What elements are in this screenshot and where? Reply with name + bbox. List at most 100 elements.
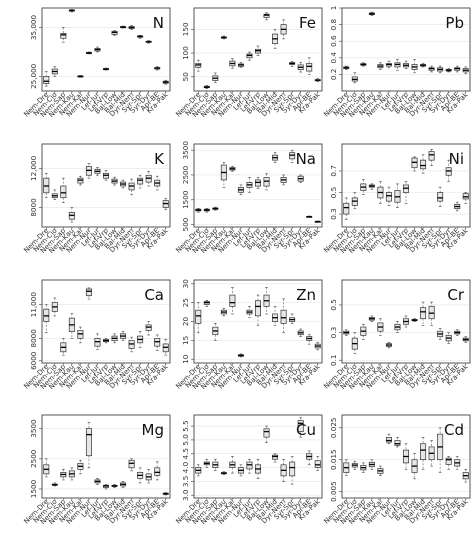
- box-ca-syr-dyr: [145, 321, 152, 336]
- box-cr-bal-low: [411, 318, 418, 322]
- box-na-nem-kal: [229, 165, 236, 172]
- box-na-nem-nur: [237, 184, 244, 196]
- panel-title: Ca: [144, 286, 164, 304]
- box-fe-nem-kau: [220, 35, 227, 40]
- y-tick-label: 2500: [29, 449, 38, 468]
- iqr-box: [428, 151, 435, 161]
- y-tick-label: 0.8: [329, 18, 338, 30]
- box-n-lef-jur: [94, 46, 101, 53]
- box-fe-nem-cio: [203, 84, 210, 89]
- box-k-nem-cio: [51, 189, 58, 201]
- box-n-kra-pak: [162, 79, 169, 85]
- iqr-box: [445, 457, 452, 465]
- y-tick-label: 3500: [29, 419, 38, 438]
- box-fe-apr-be: [306, 57, 313, 75]
- y-tick-label: 35,000: [29, 15, 38, 41]
- box-fe-lef-jur: [246, 51, 253, 61]
- y-tick-label: 20: [181, 317, 190, 327]
- box-na-syr-dyr: [297, 174, 304, 183]
- panel-frame: [41, 7, 171, 92]
- y-tick-label: 5.0: [181, 434, 190, 446]
- y-tick-label: 4.0: [181, 461, 190, 473]
- box-zn-nem-sap: [212, 323, 219, 341]
- box-cd-nem-kal: [377, 465, 384, 477]
- box-zn-nem-dre: [195, 302, 202, 334]
- panel-frame: [41, 143, 171, 228]
- y-tick-label: 0.5: [329, 299, 338, 310]
- iqr-box: [154, 467, 161, 476]
- box-cr-nem-nur: [385, 341, 392, 349]
- box-mg-nem-sap: [60, 468, 67, 481]
- box-cd-nem-nur: [385, 433, 392, 445]
- y-tick-label: 0.005: [329, 481, 338, 502]
- box-pb-lef-vrp: [403, 60, 409, 69]
- box-cu-nem-sap: [212, 458, 219, 471]
- y-tick-label: 150: [181, 22, 190, 36]
- panel-title: Cu: [296, 421, 316, 439]
- box-fe-syr-spr: [289, 61, 296, 67]
- iqr-box: [297, 420, 304, 432]
- box-cd-nem-dre: [343, 459, 350, 477]
- box-mg-syr-spr: [137, 467, 144, 484]
- box-fe-nem-kal: [229, 58, 236, 69]
- y-tick-label: 12,000: [29, 155, 38, 181]
- box-k-kra-pak: [162, 198, 169, 210]
- box-zn-lef-vrp: [255, 294, 261, 326]
- box-ca-lef-jur: [94, 333, 101, 350]
- iqr-box: [263, 428, 270, 438]
- y-tick-label: 5.5: [181, 420, 190, 431]
- y-tick-label: 2500: [181, 165, 190, 184]
- box-fe-dyr-nem: [280, 19, 287, 40]
- box-cr-lef-vrp: [403, 315, 409, 328]
- box-na-dyr-nem: [280, 174, 287, 186]
- iqr-box: [60, 33, 67, 39]
- box-ni-dyr-nem: [428, 149, 435, 166]
- box-n-syr-dyr: [145, 40, 152, 44]
- box-ca-bal-mid: [120, 331, 127, 341]
- iqr-box: [437, 192, 444, 202]
- box-cd-bal-low: [411, 452, 418, 480]
- box-mg-nem-nur: [85, 422, 92, 469]
- iqr-box: [229, 294, 236, 307]
- box-zn-nem-cio: [203, 300, 210, 307]
- box-na-lef-vrp: [255, 177, 261, 189]
- box-mg-syr-dyr: [145, 468, 152, 484]
- box-ni-bal-mid: [420, 154, 427, 174]
- box-k-syr-dyr: [145, 170, 152, 187]
- box-pb-nem-sap: [360, 62, 367, 67]
- box-n-nem-cio: [51, 66, 58, 77]
- box-cu-nem-cio: [203, 458, 210, 468]
- box-k-nem-kau: [68, 207, 75, 223]
- box-ca-kra-pak: [162, 339, 169, 356]
- box-n-nem-kau: [68, 9, 75, 13]
- iqr-box: [195, 309, 202, 324]
- box-pb-bal-mid: [420, 63, 427, 68]
- box-cd-bal-mid: [420, 436, 427, 470]
- box-ca-nem-sap: [60, 337, 67, 356]
- box-ni-nem-nur: [385, 186, 392, 206]
- iqr-box: [343, 202, 350, 215]
- iqr-box: [306, 63, 313, 72]
- box-ca-nem-nur: [85, 287, 92, 300]
- y-tick-label: 0.5: [329, 187, 338, 198]
- box-fe-nem-sap: [212, 72, 219, 83]
- box-pb-bal-low: [411, 59, 418, 74]
- panel-title: Cd: [444, 421, 464, 439]
- box-na-nem-kau: [220, 162, 227, 188]
- box-cu-nem-nur: [237, 464, 244, 477]
- y-tick-label: 0.1: [329, 355, 338, 366]
- box-cu-syr-dyr: [297, 417, 304, 438]
- box-cr-dyr-nem: [428, 301, 435, 326]
- box-k-apr-be: [154, 175, 161, 191]
- box-ca-apr-be: [154, 334, 161, 352]
- y-tick-label: 3.0: [181, 489, 190, 501]
- panel-title: N: [153, 14, 164, 32]
- box-zn-nem-nur: [237, 353, 244, 358]
- box-cu-nem-kau: [220, 471, 227, 475]
- box-cr-nem-dre: [343, 329, 350, 336]
- box-ca-nem-kal: [77, 326, 84, 344]
